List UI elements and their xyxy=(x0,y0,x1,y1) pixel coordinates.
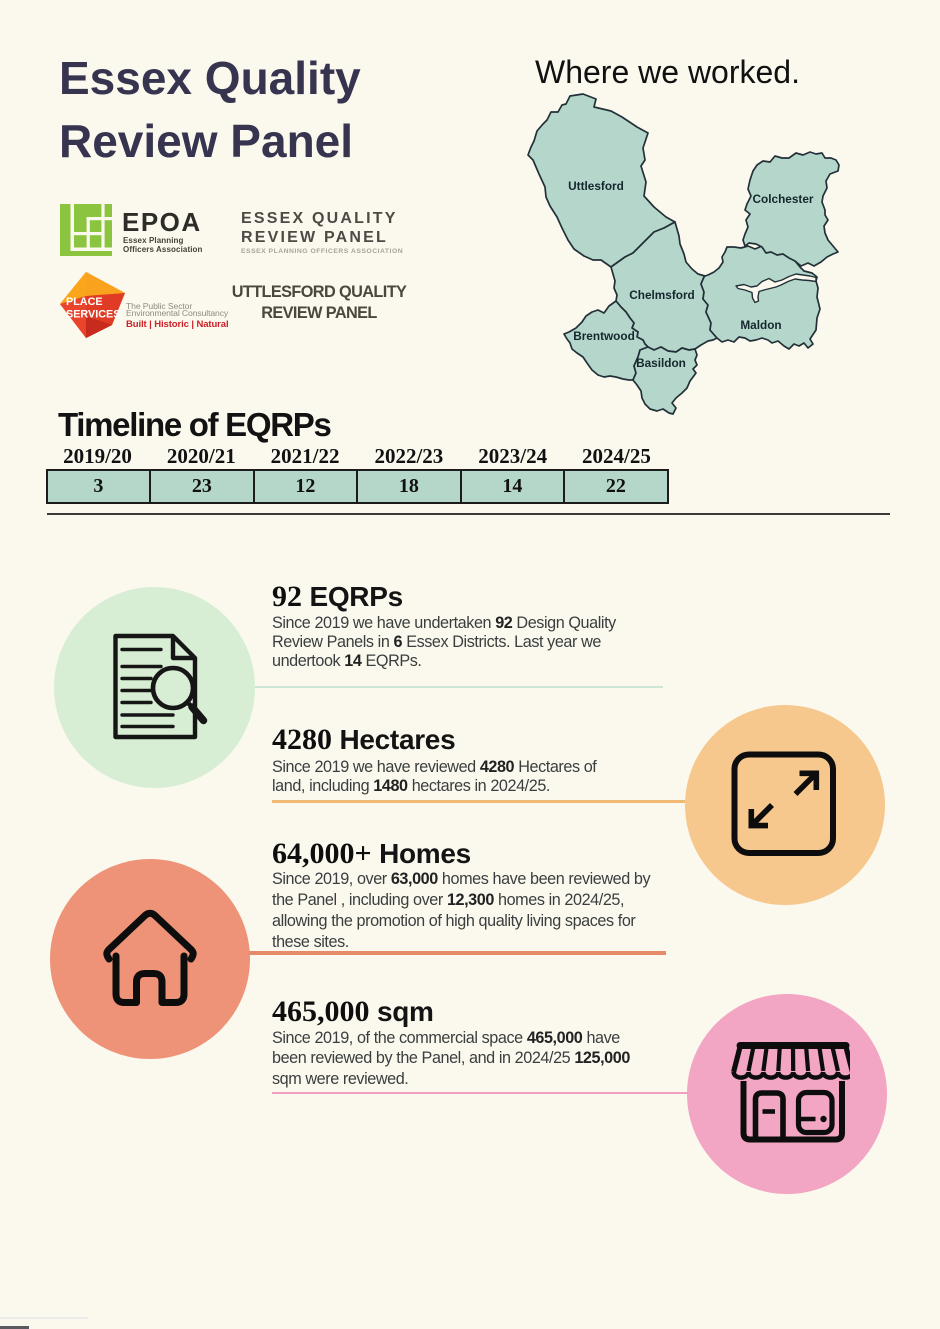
svg-text:Chelmsford: Chelmsford xyxy=(629,288,695,302)
svg-text:Maldon: Maldon xyxy=(740,318,781,332)
svg-text:Colchester: Colchester xyxy=(753,192,814,206)
svg-text:Brentwood: Brentwood xyxy=(573,329,635,343)
svg-text:Uttlesford: Uttlesford xyxy=(568,179,624,193)
svg-text:PLACE: PLACE xyxy=(66,296,103,308)
svg-text:Basildon: Basildon xyxy=(636,356,686,370)
svg-text:SERVICES: SERVICES xyxy=(66,309,120,321)
